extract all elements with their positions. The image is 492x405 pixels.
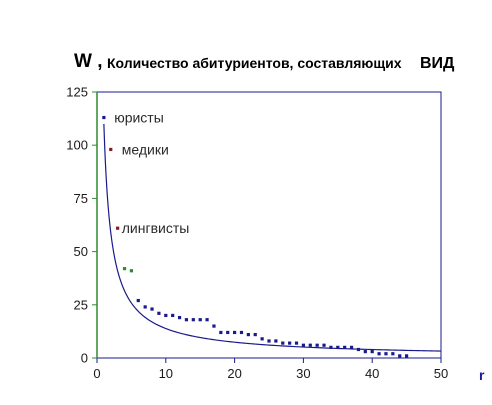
- data-point: [281, 341, 285, 345]
- data-point: [171, 313, 175, 318]
- data-point: [246, 332, 250, 337]
- x-tick-label: 50: [434, 366, 448, 381]
- title-text: Количество абитуриентов, составляющих: [107, 55, 402, 71]
- data-point: [391, 352, 395, 356]
- data-point: [102, 115, 106, 120]
- data-point: [398, 354, 402, 358]
- data-point: [109, 147, 113, 152]
- x-tick-label: 40: [365, 366, 379, 381]
- x-tick-label: 30: [296, 366, 310, 381]
- y-tick-label: 0: [81, 351, 88, 366]
- data-point: [363, 350, 367, 354]
- data-point: [274, 339, 278, 343]
- y-tick-label: 25: [74, 297, 88, 312]
- data-point: [288, 341, 292, 345]
- data-point: [212, 324, 216, 328]
- data-point: [157, 311, 161, 315]
- annotation-label: юристы: [114, 110, 164, 126]
- y-axis-ticks: 0 25 50 75 100 125: [66, 85, 97, 366]
- data-point: [329, 345, 333, 349]
- data-point: [177, 315, 182, 320]
- data-point: [136, 298, 140, 303]
- title-suffix: ВИД: [420, 55, 455, 72]
- annotation-label: лингвисты: [122, 220, 190, 236]
- data-point: [308, 343, 312, 347]
- data-point: [122, 267, 127, 271]
- x-tick-label: 10: [159, 366, 173, 381]
- data-point: [116, 226, 120, 230]
- data-point: [356, 347, 361, 352]
- fit-curve: [103, 123, 442, 352]
- data-point: [294, 341, 299, 345]
- annotation-label: медики: [122, 141, 169, 157]
- data-point: [184, 318, 189, 322]
- y-tick-label: 75: [74, 191, 88, 206]
- data-point: [267, 339, 271, 343]
- y-tick-label: 125: [66, 85, 88, 100]
- x-axis-ticks: 0 10 20 30 40 50: [93, 358, 448, 381]
- x-tick-label: 0: [93, 366, 100, 381]
- data-point: [343, 345, 347, 349]
- chart-title: W , Количество абитуриентов, составляющи…: [74, 51, 455, 72]
- data-point: [260, 337, 264, 341]
- data-points: [102, 115, 409, 358]
- data-point: [129, 269, 133, 273]
- annotations: юристы медики лингвисты: [114, 110, 189, 237]
- data-point: [233, 330, 237, 335]
- data-point: [384, 352, 388, 356]
- data-point: [219, 330, 223, 335]
- data-point: [150, 307, 154, 311]
- data-point: [143, 305, 147, 309]
- data-point: [198, 318, 202, 322]
- data-point: [191, 318, 195, 322]
- data-point: [377, 352, 381, 356]
- data-point: [315, 343, 319, 347]
- data-point: [164, 313, 168, 318]
- data-point: [253, 332, 257, 337]
- data-point: [405, 354, 409, 358]
- data-point: [226, 330, 230, 335]
- data-point: [205, 318, 209, 322]
- data-point: [301, 343, 305, 347]
- x-tick-label: 20: [227, 366, 241, 381]
- y-tick-label: 50: [74, 244, 88, 259]
- data-point: [370, 350, 374, 354]
- x-axis-label: r: [479, 367, 485, 383]
- y-tick-label: 100: [66, 138, 88, 153]
- data-point: [349, 345, 354, 349]
- data-point: [239, 330, 244, 335]
- data-point: [336, 345, 340, 349]
- data-point: [322, 343, 326, 347]
- title-symbol: W ,: [74, 51, 103, 72]
